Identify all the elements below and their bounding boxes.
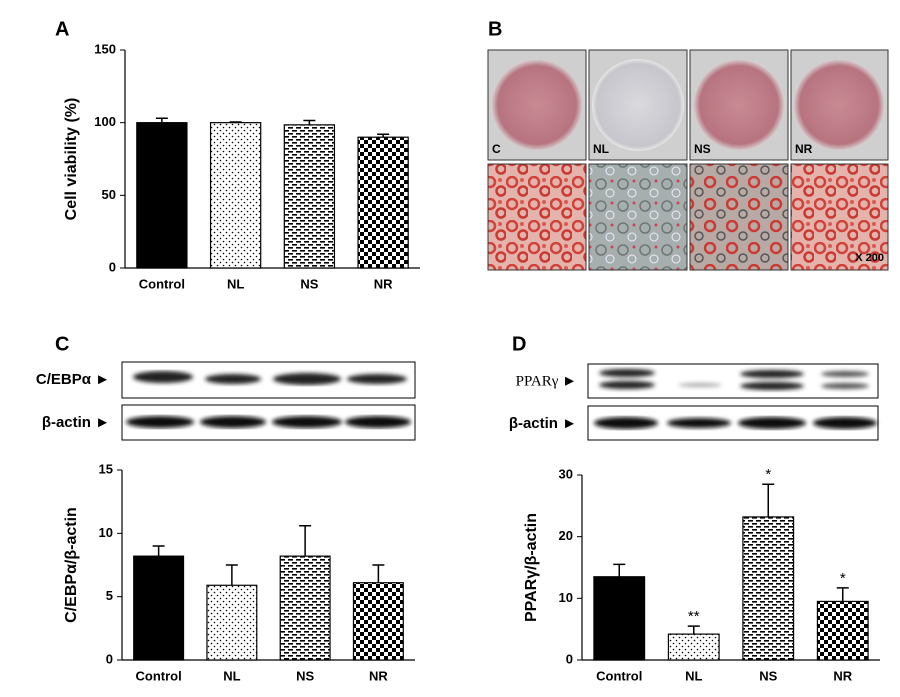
- error-bar: [152, 545, 165, 557]
- bar: [667, 633, 720, 661]
- y-tick-label: 10: [99, 525, 113, 540]
- x-tick-label: NL: [685, 668, 702, 683]
- y-axis-label: Cell viability (%): [63, 98, 80, 221]
- error-bar: [372, 564, 385, 583]
- x-tick-label: NS: [759, 668, 777, 683]
- error-bar: [299, 524, 312, 557]
- x-tick-label: Control: [596, 668, 642, 683]
- y-tick-label: 0: [109, 259, 116, 274]
- western-blots: [121, 361, 879, 441]
- y-axis-label: C/EBPα/β-actin: [63, 507, 80, 623]
- y-tick-label: 30: [559, 466, 573, 481]
- y-tick-label: 50: [102, 187, 116, 202]
- significance: *: [765, 466, 771, 483]
- y-tick-label: 5: [106, 588, 113, 603]
- y-tick-label: 0: [106, 651, 113, 666]
- bar: [279, 555, 331, 661]
- error-bar: [687, 625, 700, 635]
- micrographs: [487, 49, 889, 271]
- blot-label: C/EBPα ►: [36, 371, 110, 388]
- significance: *: [840, 570, 846, 587]
- x-tick-label: NS: [296, 668, 314, 683]
- panel-label: A: [55, 18, 69, 40]
- x-tick-label: Control: [139, 276, 185, 291]
- x-tick-label: NR: [374, 276, 393, 291]
- y-tick-label: 15: [99, 461, 113, 476]
- bar: [352, 582, 404, 661]
- panel-label: B: [488, 18, 502, 40]
- bar: [742, 516, 795, 661]
- panel-label: C: [55, 333, 69, 355]
- image-label: NR: [795, 142, 813, 156]
- y-tick-label: 150: [94, 41, 116, 56]
- error-bar: [613, 563, 626, 577]
- image-label: C: [492, 142, 501, 156]
- image-label: NS: [694, 142, 711, 156]
- panel-label: D: [512, 333, 526, 355]
- significance: **: [688, 608, 700, 625]
- x-tick-label: NR: [833, 668, 852, 683]
- blot-label: β-actin ►: [42, 414, 110, 431]
- error-bar: [836, 587, 849, 602]
- blot-label: PPARγ ►: [516, 373, 577, 389]
- y-axis-label: PPARγ/β-actin: [523, 513, 540, 622]
- blot-label: β-actin ►: [509, 415, 577, 432]
- bar: [136, 122, 188, 269]
- bar: [133, 555, 185, 661]
- error-bar: [762, 483, 775, 517]
- y-tick-label: 100: [94, 114, 116, 129]
- y-tick-label: 0: [566, 651, 573, 666]
- x-tick-label: NR: [369, 668, 388, 683]
- error-bar: [225, 564, 238, 586]
- bar: [357, 136, 409, 269]
- y-tick-label: 10: [559, 590, 573, 605]
- bar: [593, 576, 646, 661]
- bar: [206, 584, 258, 661]
- bar: [816, 600, 869, 661]
- x-tick-label: Control: [136, 668, 182, 683]
- error-bar: [155, 117, 168, 123]
- x-tick-label: NL: [223, 668, 240, 683]
- image-label: NL: [593, 142, 609, 156]
- y-tick-label: 20: [559, 528, 573, 543]
- error-bar: [303, 119, 316, 125]
- x-tick-label: NS: [300, 276, 318, 291]
- bar: [209, 122, 262, 269]
- magnification: X 200: [855, 252, 884, 264]
- x-tick-label: NL: [227, 276, 244, 291]
- bar: [283, 124, 336, 269]
